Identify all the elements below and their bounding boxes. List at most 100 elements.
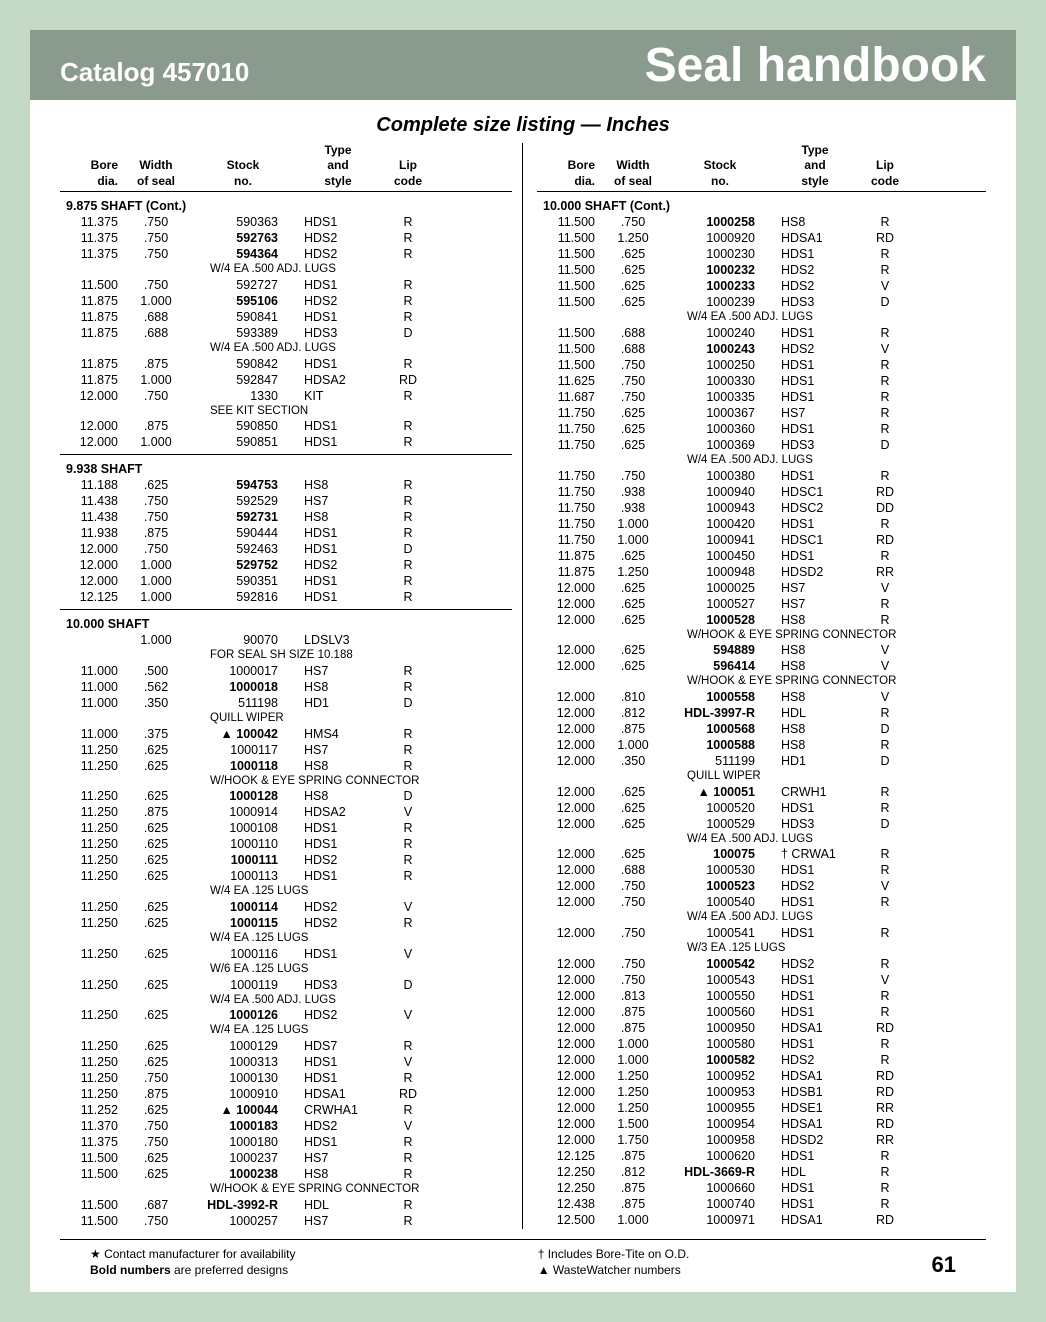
- bore-dia: 11.687: [537, 389, 601, 405]
- lip-code: V: [378, 804, 438, 820]
- width: .875: [601, 1148, 665, 1164]
- width: 1.250: [601, 1100, 665, 1116]
- data-row: 11.375 .750 1000180 HDS1 R: [60, 1134, 512, 1150]
- data-row: 11.875 .625 1000450 HDS1 R: [537, 548, 986, 564]
- width: 1.000: [124, 434, 188, 450]
- stock-no: 511198: [188, 695, 298, 711]
- stock-no: 1000232: [665, 262, 775, 278]
- data-row: 11.750 .938 1000940 HDSC1 RD: [537, 484, 986, 500]
- lip-code: R: [378, 868, 438, 884]
- row-note: W/4 EA .500 ADJ. LUGS: [537, 832, 986, 847]
- bore-dia: 11.250: [60, 836, 124, 852]
- data-row: 12.500 1.000 1000971 HDSA1 RD: [537, 1212, 986, 1228]
- stock-no: 595106: [188, 293, 298, 309]
- data-row: 12.000 1.000 590351 HDS1 R: [60, 573, 512, 589]
- stock-no: 1000971: [665, 1212, 775, 1228]
- stock-no: 590351: [188, 573, 298, 589]
- type-style: HDSE1: [775, 1100, 855, 1116]
- stock-no: ▲ 100051: [665, 784, 775, 800]
- bore-dia: 11.875: [60, 356, 124, 372]
- bore-dia: 12.000: [537, 642, 601, 658]
- stock-no: 1000954: [665, 1116, 775, 1132]
- stock-no: 1000528: [665, 612, 775, 628]
- lip-code: D: [378, 325, 438, 341]
- stock-no: 590842: [188, 356, 298, 372]
- type-style: HDS2: [775, 1052, 855, 1068]
- type-style: HDS1: [775, 373, 855, 389]
- lip-code: R: [855, 405, 915, 421]
- lip-code: D: [855, 753, 915, 769]
- data-row: 12.000 1.500 1000954 HDSA1 RD: [537, 1116, 986, 1132]
- type-style: HDSA1: [298, 1086, 378, 1102]
- width: .750: [124, 388, 188, 404]
- type-style: HD1: [775, 753, 855, 769]
- lip-code: V: [855, 658, 915, 674]
- stock-no: 1000115: [188, 915, 298, 931]
- bore-dia: 11.438: [60, 493, 124, 509]
- data-row: 11.438 .750 592731 HS8 R: [60, 509, 512, 525]
- width: 1.000: [124, 573, 188, 589]
- lip-code: D: [855, 437, 915, 453]
- type-style: HDS1: [298, 946, 378, 962]
- stock-no: 100075: [665, 846, 775, 862]
- bore-dia: 12.000: [60, 418, 124, 434]
- bore-dia: 12.000: [537, 658, 601, 674]
- data-row: 11.000 .500 1000017 HS7 R: [60, 663, 512, 679]
- type-style: CRWHA1: [298, 1102, 378, 1118]
- lip-code: R: [378, 758, 438, 774]
- stock-no: 592463: [188, 541, 298, 557]
- lip-code: V: [378, 946, 438, 962]
- stock-no: 1000367: [665, 405, 775, 421]
- data-row: 11.250 .625 1000116 HDS1 V: [60, 946, 512, 962]
- stock-no: 1000558: [665, 689, 775, 705]
- bore-dia: 11.750: [537, 500, 601, 516]
- type-style: HMS4: [298, 726, 378, 742]
- bore-dia: 11.375: [60, 1134, 124, 1150]
- row-note: SEE KIT SECTION: [60, 404, 512, 419]
- stock-no: 1000582: [665, 1052, 775, 1068]
- lip-code: R: [378, 852, 438, 868]
- lip-code: R: [378, 309, 438, 325]
- row-note: W/4 EA .125 LUGS: [60, 1023, 512, 1038]
- bore-dia: 11.500: [537, 357, 601, 373]
- stock-no: 529752: [188, 557, 298, 573]
- data-row: 11.500 .750 1000250 HDS1 R: [537, 357, 986, 373]
- data-row: 11.875 1.000 592847 HDSA2 RD: [60, 372, 512, 388]
- data-row: 11.750 .625 1000369 HDS3 D: [537, 437, 986, 453]
- type-style: HDS1: [775, 894, 855, 910]
- stock-no: HDL-3997-R: [665, 705, 775, 721]
- bore-dia: 11.375: [60, 214, 124, 230]
- stock-no: 1000183: [188, 1118, 298, 1134]
- stock-no: 1000940: [665, 484, 775, 500]
- data-row: 12.000 .875 1000560 HDS1 R: [537, 1004, 986, 1020]
- stock-no: 1000527: [665, 596, 775, 612]
- bore-dia: 11.500: [60, 1166, 124, 1182]
- type-style: HDSA1: [775, 230, 855, 246]
- stock-no: 1000116: [188, 946, 298, 962]
- type-style: HDSA2: [298, 804, 378, 820]
- type-style: HDS1: [298, 418, 378, 434]
- data-row: 11.500 .750 1000258 HS8 R: [537, 214, 986, 230]
- lip-code: R: [378, 356, 438, 372]
- type-style: HDS1: [298, 573, 378, 589]
- lip-code: V: [378, 1118, 438, 1134]
- lip-code: V: [855, 972, 915, 988]
- data-row: 11.500 1.250 1000920 HDSA1 RD: [537, 230, 986, 246]
- lip-code: RD: [855, 1068, 915, 1084]
- type-style: HDS1: [298, 214, 378, 230]
- data-row: 11.375 .750 594364 HDS2 R: [60, 246, 512, 262]
- stock-no: 1000238: [188, 1166, 298, 1182]
- right-column: Type BoreWidth Stockand Lip dia.of seal …: [523, 143, 986, 1229]
- data-row: 11.250 .625 1000118 HS8 R: [60, 758, 512, 774]
- data-row: 12.000 1.750 1000958 HDSD2 RR: [537, 1132, 986, 1148]
- stock-no: 1000920: [665, 230, 775, 246]
- footnote-right: † Includes Bore-Tite on O.D. ▲ WasteWatc…: [538, 1246, 690, 1278]
- width: .625: [124, 1102, 188, 1118]
- stock-no: 1000380: [665, 468, 775, 484]
- stock-no: 1000237: [188, 1150, 298, 1166]
- width: .625: [601, 580, 665, 596]
- data-row: 11.370 .750 1000183 HDS2 V: [60, 1118, 512, 1134]
- data-row: 12.000 .625 1000528 HS8 R: [537, 612, 986, 628]
- lip-code: R: [378, 434, 438, 450]
- bore-dia: 12.000: [60, 573, 124, 589]
